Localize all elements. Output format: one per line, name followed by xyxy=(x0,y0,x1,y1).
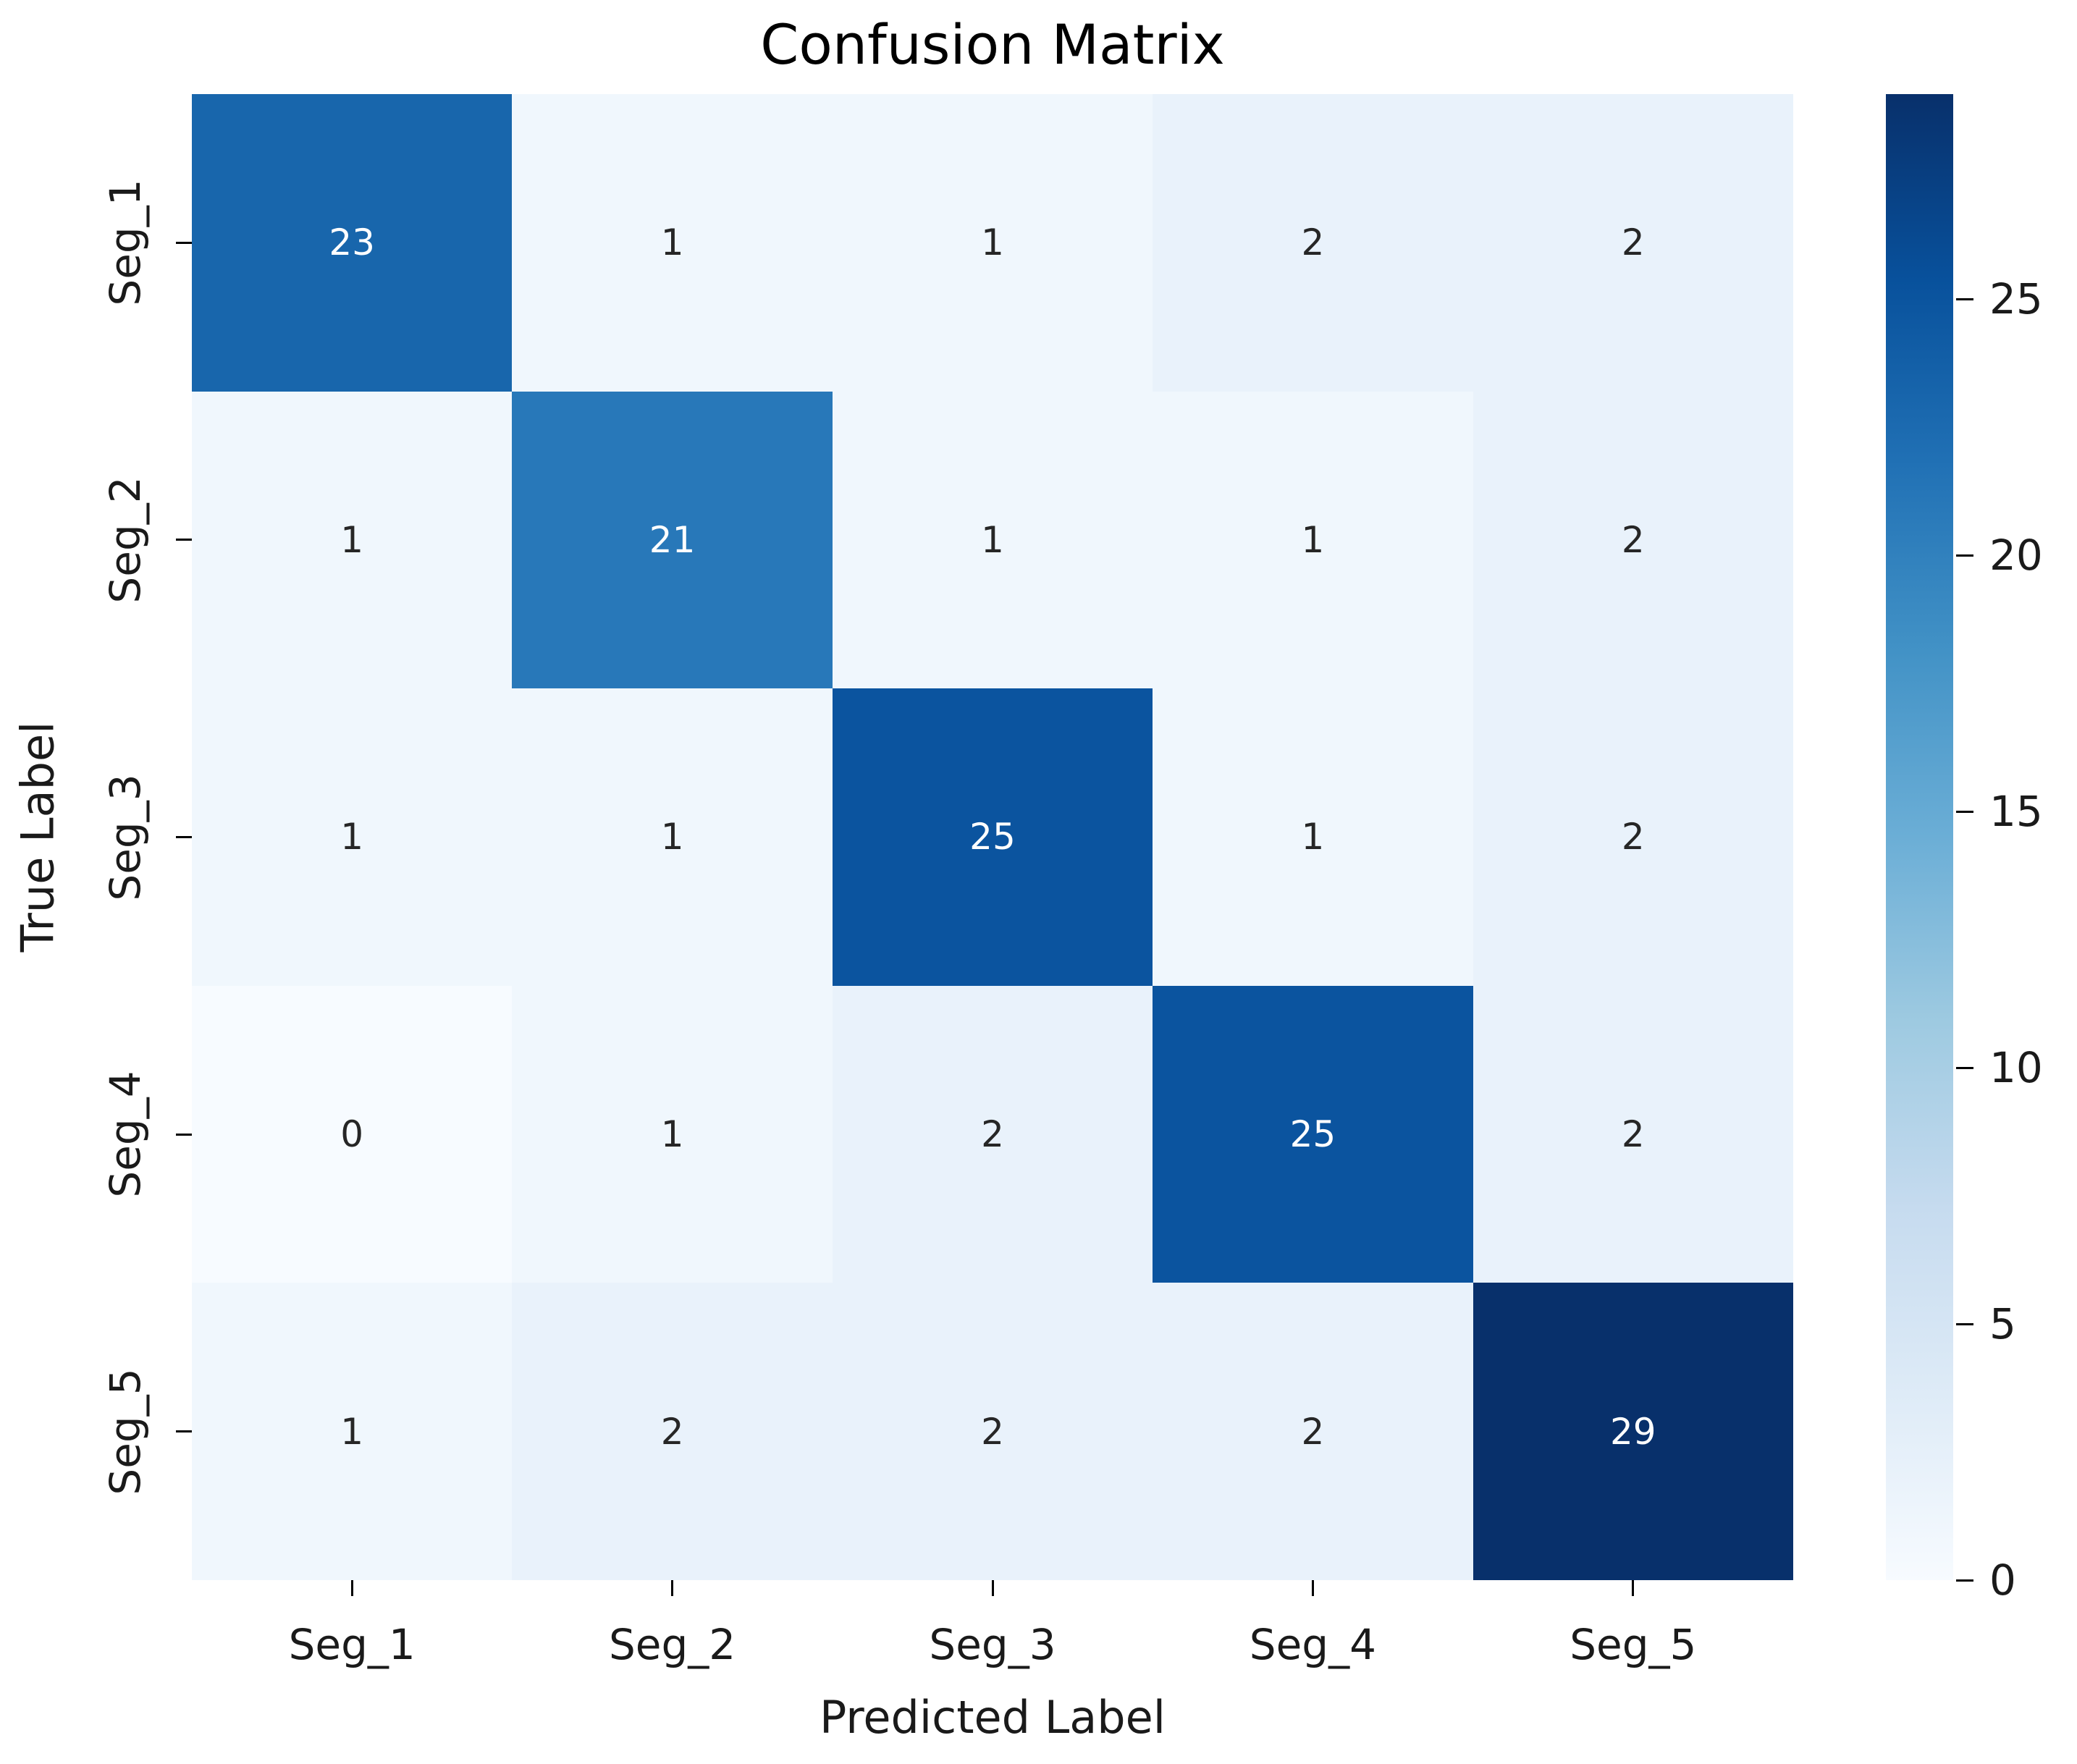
cell-value: 2 xyxy=(1621,1113,1645,1156)
y-tick-mark xyxy=(176,539,192,541)
cell-value: 2 xyxy=(1621,518,1645,561)
colorbar xyxy=(1886,94,1953,1580)
cell-value: 23 xyxy=(329,221,375,264)
heatmap-cell-r3-c3: 25 xyxy=(832,688,1153,986)
cell-value: 2 xyxy=(660,1410,684,1453)
heatmap-cell-r3-c1: 1 xyxy=(192,688,513,986)
x-tick-mark xyxy=(1311,1580,1314,1596)
y-tick-label: Seg_5 xyxy=(101,1368,150,1495)
heatmap-cell-r3-c4: 1 xyxy=(1153,688,1473,986)
heatmap-cell-r5-c4: 2 xyxy=(1153,1283,1473,1580)
heatmap-cell-r4-c4: 25 xyxy=(1153,985,1473,1283)
x-tick-label: Seg_4 xyxy=(1249,1620,1376,1669)
colorbar-tick-label: 20 xyxy=(1989,531,2043,581)
heatmap-cell-r2-c2: 21 xyxy=(512,391,833,689)
x-tick-mark xyxy=(350,1580,353,1596)
y-tick-label: Seg_4 xyxy=(101,1071,150,1198)
heatmap-cell-r2-c4: 1 xyxy=(1153,391,1473,689)
cell-value: 1 xyxy=(340,1410,364,1453)
heatmap-cell-r2-c5: 2 xyxy=(1473,391,1793,689)
heatmap: 23 1 1 2 2 1 21 1 1 2 1 1 25 1 2 0 1 2 25 2 1 2 2 2 29 xyxy=(192,94,1793,1580)
heatmap-cell-r1-c3: 1 xyxy=(832,94,1153,392)
y-tick-label: Seg_2 xyxy=(101,476,150,604)
y-tick-mark xyxy=(176,241,192,244)
cell-value: 2 xyxy=(981,1410,1004,1453)
cell-value: 2 xyxy=(1301,1410,1325,1453)
cell-value: 1 xyxy=(340,816,364,858)
colorbar-tick-mark xyxy=(1956,810,1973,813)
y-tick-label: Seg_1 xyxy=(101,179,150,306)
heatmap-cell-r1-c5: 2 xyxy=(1473,94,1793,392)
cell-value: 2 xyxy=(1621,816,1645,858)
cell-value: 1 xyxy=(981,518,1004,561)
heatmap-cell-r2-c3: 1 xyxy=(832,391,1153,689)
heatmap-cell-r1-c4: 2 xyxy=(1153,94,1473,392)
colorbar-tick-mark xyxy=(1956,1322,1973,1325)
x-tick-mark xyxy=(1632,1580,1635,1596)
heatmap-cell-r4-c5: 2 xyxy=(1473,985,1793,1283)
y-tick-mark xyxy=(176,1133,192,1136)
y-tick-label: Seg_3 xyxy=(101,773,150,901)
cell-value: 1 xyxy=(340,518,364,561)
heatmap-cell-r1-c1: 23 xyxy=(192,94,513,392)
colorbar-tick-label: 5 xyxy=(1989,1299,2016,1349)
cell-value: 25 xyxy=(1289,1113,1336,1156)
colorbar-tick-mark xyxy=(1956,297,1973,300)
x-tick-mark xyxy=(991,1580,994,1596)
colorbar-tick-mark xyxy=(1956,554,1973,557)
colorbar-tick-label: 15 xyxy=(1989,787,2043,837)
y-tick-mark xyxy=(176,836,192,838)
cell-value: 25 xyxy=(969,816,1016,858)
x-axis-label: Predicted Label xyxy=(819,1691,1166,1744)
y-axis-label: True Label xyxy=(11,721,64,953)
cell-value: 2 xyxy=(981,1113,1004,1156)
colorbar-tick-mark xyxy=(1956,1066,1973,1069)
cell-value: 1 xyxy=(660,1113,684,1156)
cell-value: 1 xyxy=(660,221,684,264)
cell-value: 0 xyxy=(340,1113,364,1156)
x-tick-label: Seg_2 xyxy=(608,1620,736,1669)
colorbar-tick-mark xyxy=(1956,1579,1973,1582)
x-tick-label: Seg_3 xyxy=(929,1620,1056,1669)
cell-value: 1 xyxy=(1301,518,1325,561)
heatmap-cell-r2-c1: 1 xyxy=(192,391,513,689)
cell-value: 21 xyxy=(649,518,696,561)
heatmap-cell-r1-c2: 1 xyxy=(512,94,833,392)
cell-value: 1 xyxy=(981,221,1004,264)
cell-value: 1 xyxy=(1301,816,1325,858)
heatmap-cell-r5-c1: 1 xyxy=(192,1283,513,1580)
chart-title: Confusion Matrix xyxy=(760,12,1225,77)
x-tick-mark xyxy=(671,1580,674,1596)
x-tick-label: Seg_5 xyxy=(1570,1620,1697,1669)
cell-value: 1 xyxy=(660,816,684,858)
colorbar-tick-label: 25 xyxy=(1989,274,2043,324)
heatmap-cell-r4-c3: 2 xyxy=(832,985,1153,1283)
y-tick-mark xyxy=(176,1430,192,1433)
heatmap-cell-r5-c5: 29 xyxy=(1473,1283,1793,1580)
colorbar-tick-label: 0 xyxy=(1989,1556,2016,1605)
heatmap-cell-r5-c3: 2 xyxy=(832,1283,1153,1580)
heatmap-cell-r3-c2: 1 xyxy=(512,688,833,986)
heatmap-cell-r3-c5: 2 xyxy=(1473,688,1793,986)
heatmap-cell-r4-c2: 1 xyxy=(512,985,833,1283)
x-tick-label: Seg_1 xyxy=(288,1620,416,1669)
colorbar-tick-label: 10 xyxy=(1989,1043,2043,1093)
cell-value: 2 xyxy=(1301,221,1325,264)
heatmap-cell-r5-c2: 2 xyxy=(512,1283,833,1580)
cell-value: 29 xyxy=(1609,1410,1656,1453)
heatmap-cell-r4-c1: 0 xyxy=(192,985,513,1283)
cell-value: 2 xyxy=(1621,221,1645,264)
